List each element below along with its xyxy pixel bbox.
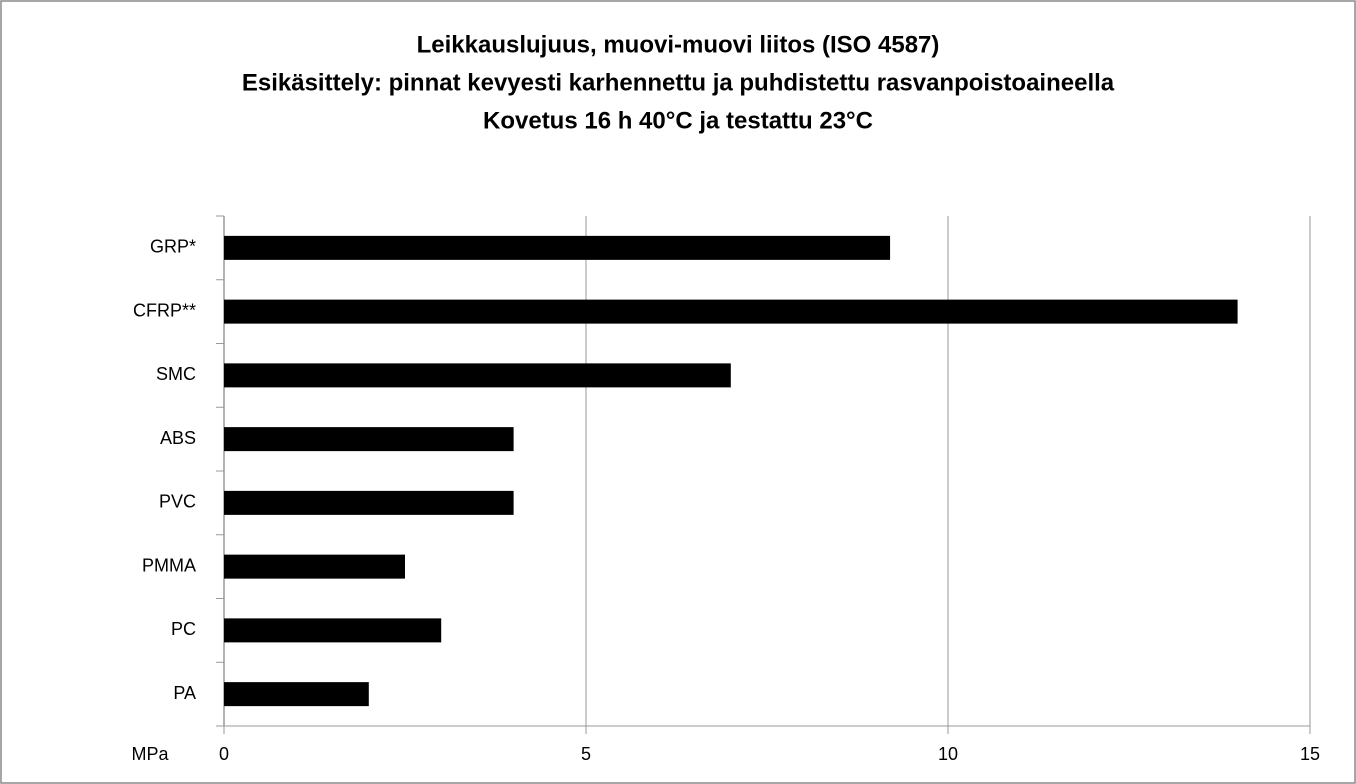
y-tick-label: PC [171,619,196,639]
bar [224,235,891,260]
y-tick-label: SMC [156,364,196,384]
bar [224,427,514,452]
bar [224,363,731,388]
x-axis-label: MPa [131,744,169,764]
bar [224,618,442,643]
chart-title: Esikäsittely: pinnat kevyesti karhennett… [242,69,1115,96]
x-tick-label: 15 [1300,744,1320,764]
x-tick-label: 10 [938,744,958,764]
y-tick-label: ABS [160,428,196,448]
x-tick-label: 0 [219,744,229,764]
bar [224,490,514,515]
bar [224,682,369,707]
y-tick-label: GRP* [150,237,196,257]
y-tick-label: PA [173,683,196,703]
chart-title: Kovetus 16 h 40°C ja testattu 23°C [483,107,873,134]
y-tick-label: PMMA [142,555,196,575]
chart-title: Leikkauslujuus, muovi-muovi liitos (ISO … [417,31,940,58]
y-tick-label: CFRP** [133,300,196,320]
x-tick-label: 5 [581,744,591,764]
bar [224,299,1238,324]
y-tick-label: PVC [159,492,196,512]
bar [224,554,405,579]
